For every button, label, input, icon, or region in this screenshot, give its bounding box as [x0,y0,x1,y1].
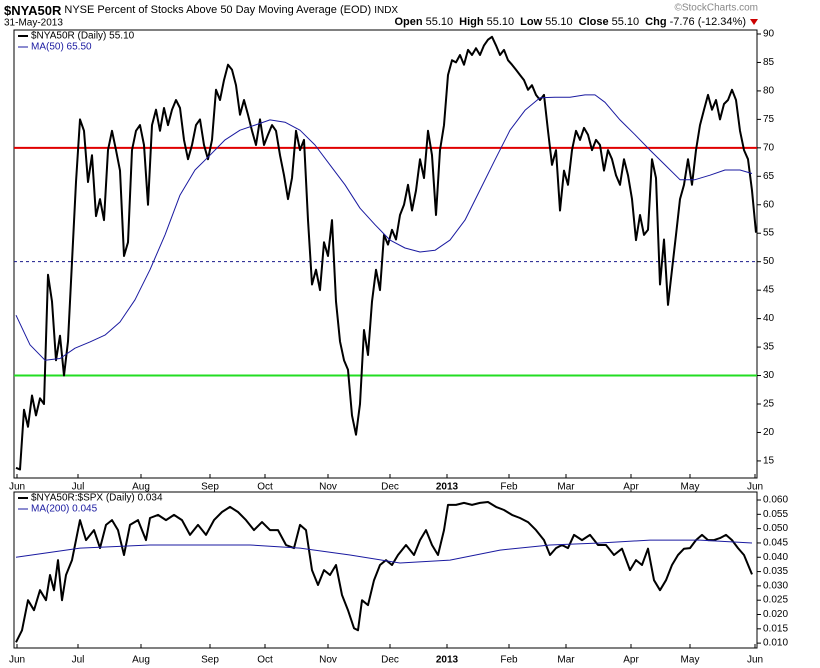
series-line [15,539,753,564]
quote-value: 55.10 [545,16,573,28]
y-tick-label: 0.040 [763,552,788,563]
legend-label: $NYA50R (Daily) 55.10 [31,31,135,42]
chart-title: NYSE Percent of Stocks Above 50 Day Movi… [64,4,371,16]
y-tick-label: 65 [763,171,775,182]
y-tick-label: 90 [763,28,775,39]
x-tick-label: Sep [201,482,219,493]
y-tick-label: 0.045 [763,537,788,548]
watermark: ©StockCharts.com [674,3,758,14]
series-line [15,94,753,361]
quote-value: 55.10 [612,16,640,28]
y-tick-label: 55 [763,228,775,239]
y-tick-label: 0.010 [763,638,788,649]
x-tick-label: Jun [747,482,763,493]
x-tick-label: Jul [72,655,85,666]
y-tick-label: 20 [763,427,775,438]
y-tick-label: 40 [763,313,775,324]
quote-label: Close [579,16,609,28]
chart-title-line: $NYA50R NYSE Percent of Stocks Above 50 … [4,3,398,18]
x-tick-label: Mar [557,482,575,493]
series-line [15,501,753,643]
x-tick-label: Sep [201,655,219,666]
x-tick-label: Mar [557,655,575,666]
symbol: $NYA50R [4,3,62,18]
quote-value: 55.10 [426,16,454,28]
quote-label: Chg [645,16,666,28]
x-tick-label: Jul [72,482,85,493]
y-tick-label: 0.050 [763,523,788,534]
y-tick-label: 0.030 [763,580,788,591]
y-tick-label: 0.015 [763,623,788,634]
y-tick-label: 45 [763,285,775,296]
x-tick-label: Nov [319,482,337,493]
y-tick-label: 35 [763,342,775,353]
plot-frame [13,491,758,649]
x-tick-label: 2013 [436,482,459,493]
y-tick-label: 85 [763,57,775,68]
plot-frame [13,29,758,479]
y-tick-label: 80 [763,85,775,96]
x-tick-label: Oct [257,655,273,666]
y-tick-label: 0.025 [763,595,788,606]
x-tick-label: May [681,655,700,666]
quote-label: Low [520,16,542,28]
x-tick-label: Dec [381,482,399,493]
x-tick-label: Dec [381,655,399,666]
y-tick-label: 0.060 [763,495,788,506]
y-tick-label: 30 [763,370,775,381]
legend-label: MA(50) 65.50 [31,42,92,53]
x-tick-label: Apr [623,655,639,666]
y-tick-label: 0.055 [763,509,788,520]
y-tick-label: 15 [763,455,775,466]
x-tick-label: Jun [747,655,763,666]
y-tick-label: 25 [763,398,775,409]
x-tick-label: Apr [623,482,639,493]
x-tick-label: Nov [319,655,337,666]
y-tick-label: 0.035 [763,566,788,577]
quote-value: -7.76 (-12.34%) [670,16,746,28]
quote: Open 55.10 High 55.10 Low 55.10 Close 55.10 Chg -… [395,16,747,28]
y-tick-label: 50 [763,256,775,267]
x-tick-label: Feb [500,655,518,666]
x-tick-label: Aug [132,482,150,493]
x-tick-label: Feb [500,482,518,493]
legend-label: MA(200) 0.045 [31,504,98,515]
quote-label: High [459,16,484,28]
series-line [15,35,757,471]
x-tick-label: Jun [9,655,25,666]
change-arrow [750,19,758,25]
y-tick-label: 60 [763,199,775,210]
y-tick-label: 75 [763,114,775,125]
x-tick-label: May [681,482,700,493]
date: 31-May-2013 [4,18,63,29]
legend-label: $NYA50R:$SPX (Daily) 0.034 [31,493,163,504]
x-tick-label: Oct [257,482,273,493]
x-tick-label: Jun [9,482,25,493]
x-tick-label: 2013 [436,655,459,666]
exchange: INDX [374,5,398,16]
quote-label: Open [395,16,423,28]
y-tick-label: 70 [763,142,775,153]
y-tick-label: 0.020 [763,609,788,620]
x-tick-label: Aug [132,655,150,666]
quote-value: 55.10 [487,16,515,28]
